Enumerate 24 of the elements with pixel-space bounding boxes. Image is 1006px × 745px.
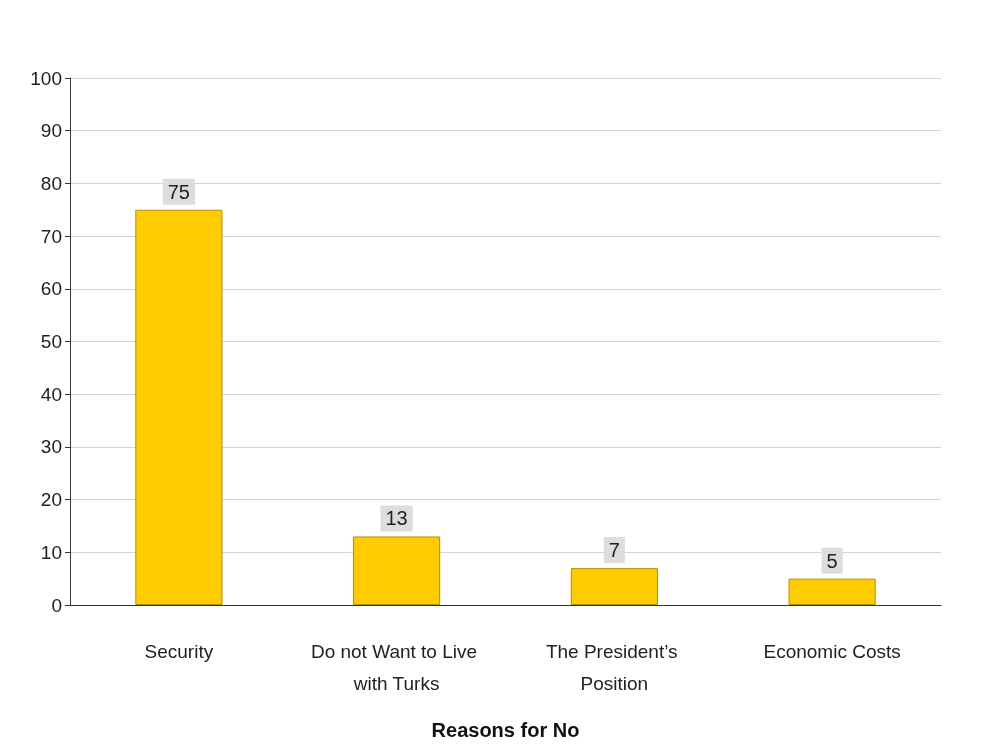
y-tick-label: 90	[40, 120, 62, 142]
data-label: 75	[167, 180, 190, 203]
y-tick-label: 0	[51, 594, 62, 616]
y-tick-label: 80	[40, 172, 62, 194]
x-tick-label: Security	[144, 640, 214, 662]
data-label: 5	[826, 549, 838, 572]
data-label: 13	[385, 507, 408, 530]
bar	[788, 578, 876, 605]
data-label: 7	[608, 539, 620, 562]
y-tick-label: 50	[40, 331, 62, 352]
y-tick-label: 30	[40, 436, 62, 458]
y-tick-label: 40	[40, 383, 62, 405]
y-tick-label: 60	[40, 278, 62, 300]
y-tick-label: 20	[40, 489, 62, 511]
y-tick-label: 70	[40, 225, 62, 247]
x-tick-label: Do not Want to Live with Turks	[310, 640, 483, 694]
x-tick-label: Economic Costs	[763, 640, 901, 662]
bar	[570, 568, 658, 605]
y-tick-label: 100	[30, 67, 62, 89]
bar	[135, 209, 223, 605]
y-tick-label: 10	[40, 541, 62, 563]
bar	[353, 536, 441, 605]
x-axis-title: Reasons for No	[431, 719, 580, 741]
x-tick-label: The President’s Position	[545, 640, 683, 694]
